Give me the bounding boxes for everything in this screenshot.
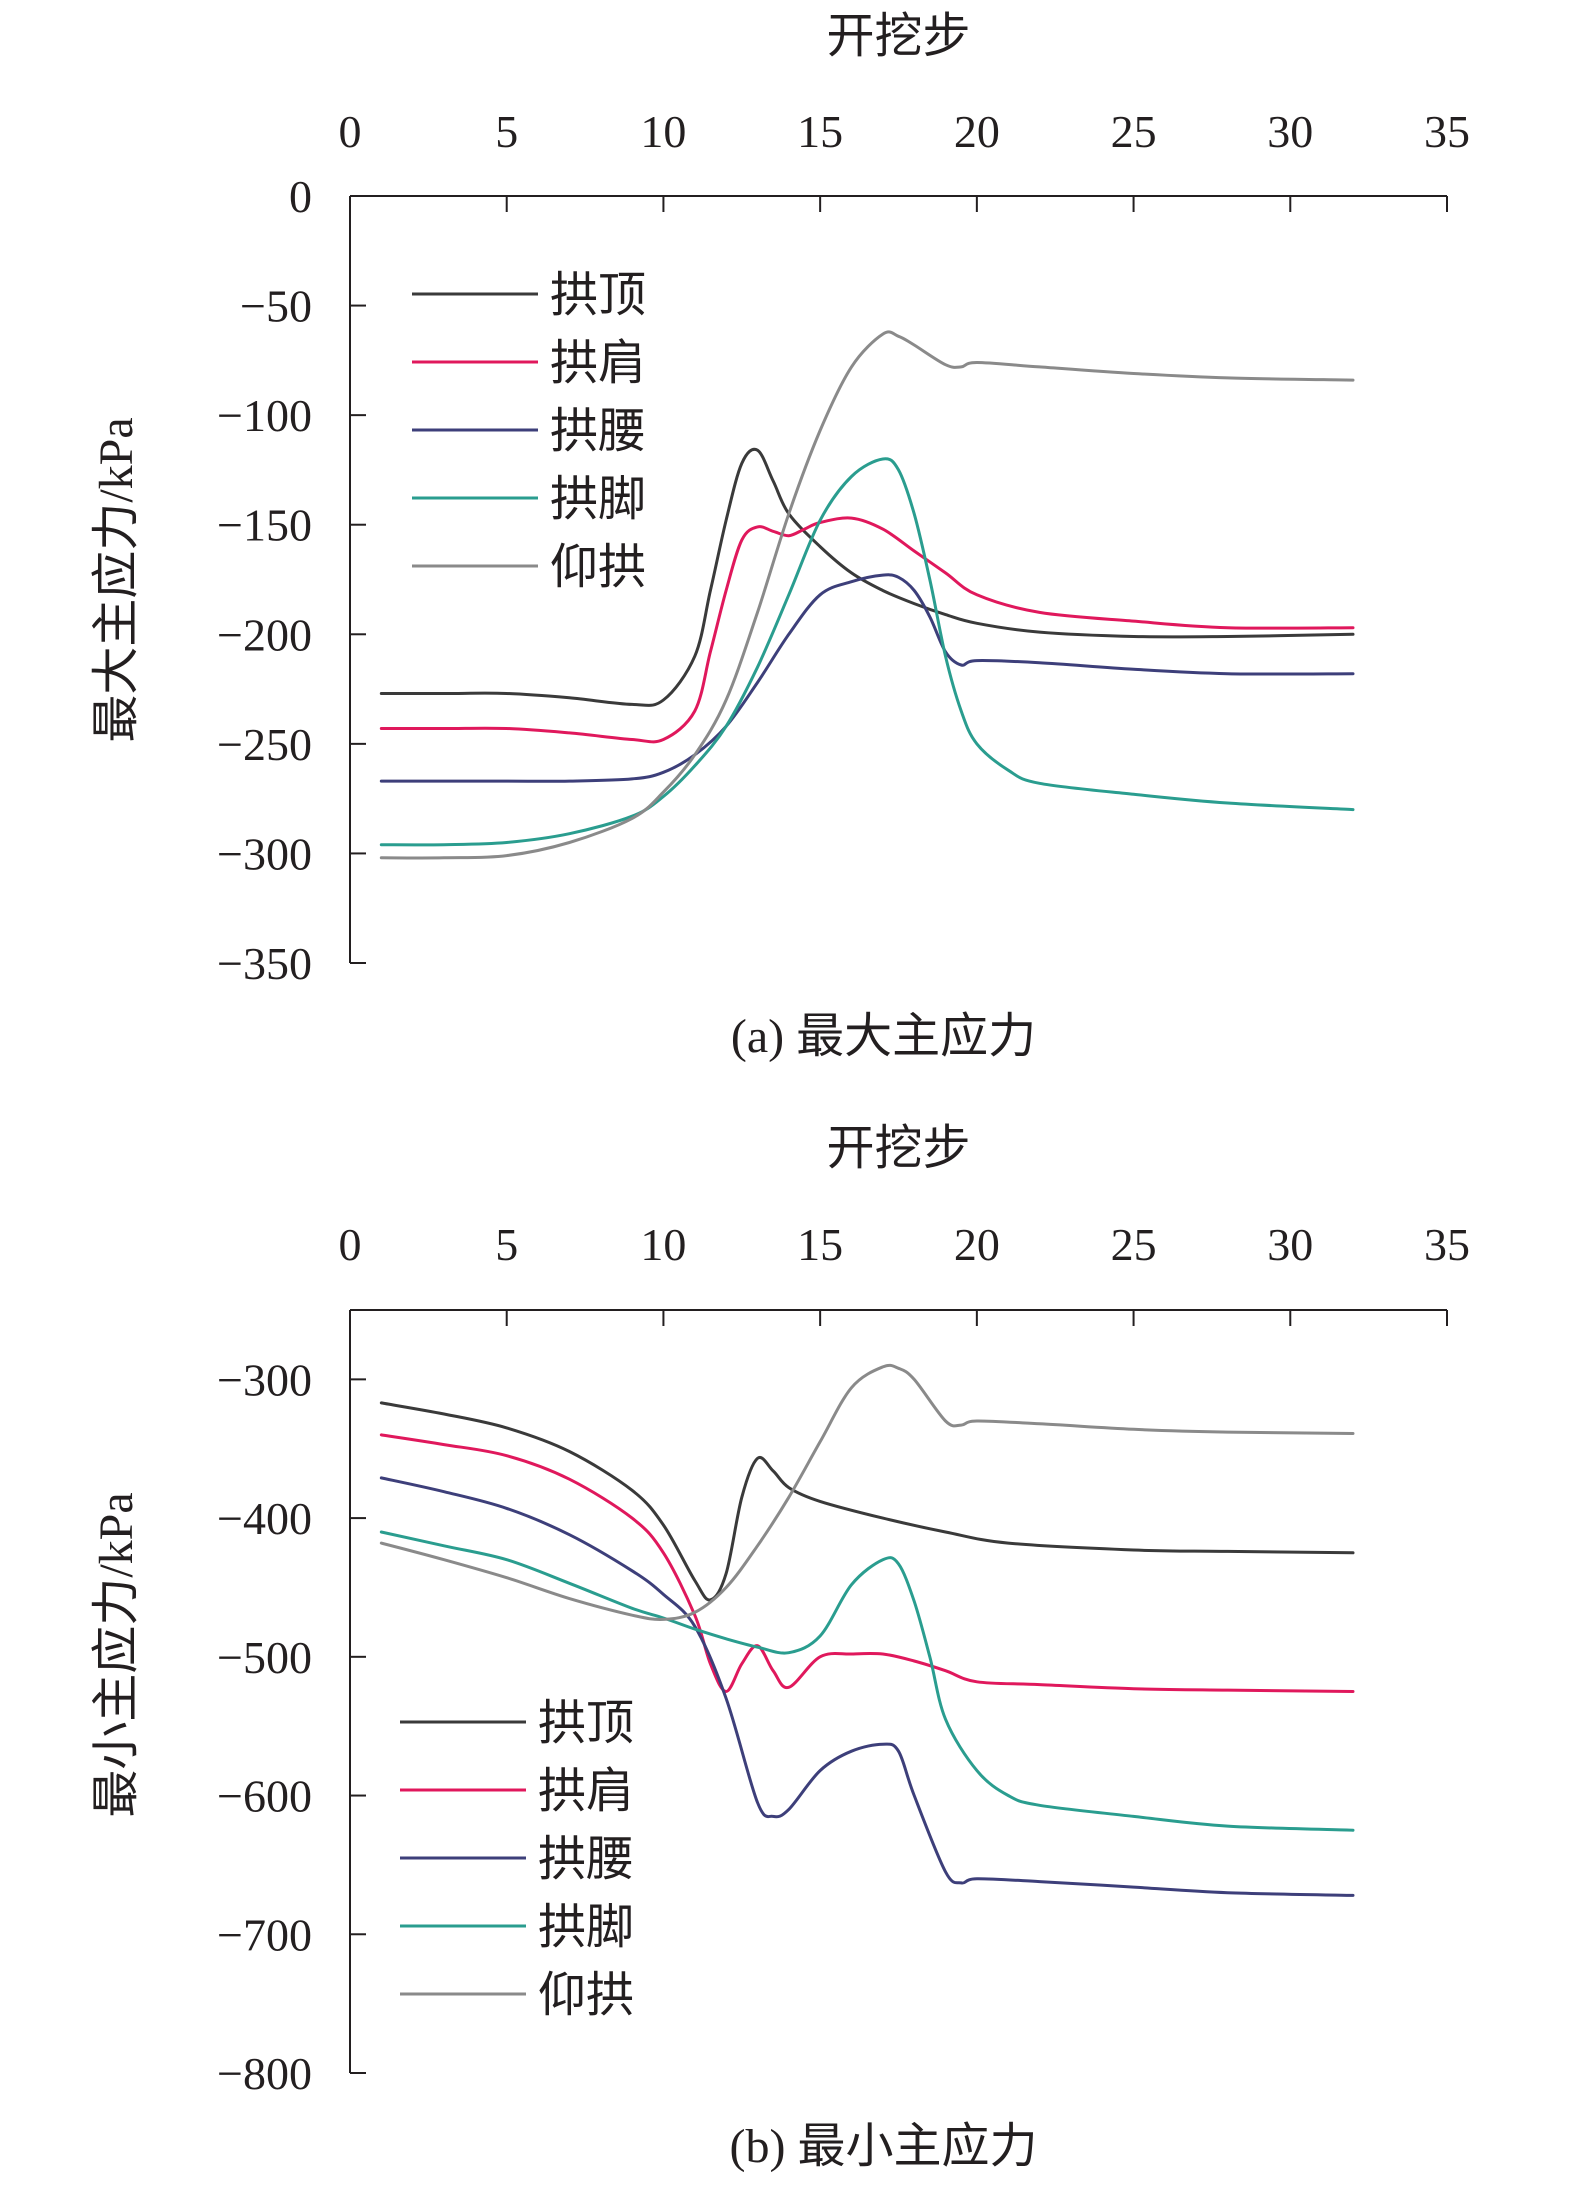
- series-line-拱肩: [379, 1433, 1355, 1693]
- x-tick-label: 30: [1267, 106, 1313, 157]
- x-tick-label: 0: [339, 1219, 362, 1270]
- x-tick-label: 25: [1111, 106, 1157, 157]
- y-tick-label: −100: [217, 390, 312, 441]
- legend-label: 拱脚: [538, 1901, 634, 1954]
- min-principal-stress-chart: 0 5 10 15 20 25 30 35 −300 −400 −500 −600 −700 −800 开挖…: [0, 1090, 1575, 2195]
- legend-label: 拱脚: [550, 473, 646, 526]
- chart-b-svg: 0 5 10 15 20 25 30 35 −300 −400 −500 −600 −700 −800 开挖…: [90, 1122, 1470, 2173]
- y-tick-label: −600: [217, 1771, 312, 1822]
- series-line-拱腰: [379, 573, 1355, 783]
- x-tick-label: 25: [1111, 1219, 1157, 1270]
- legend-label: 拱肩: [538, 1765, 634, 1818]
- series-line-拱顶: [379, 447, 1355, 707]
- y-tick-label: −700: [217, 1909, 312, 1960]
- y-tick-label: −800: [217, 2048, 312, 2099]
- x-tick-label: 10: [640, 1219, 686, 1270]
- x-tick-label: 10: [640, 106, 686, 157]
- max-principal-stress-chart: 0 5 10 15 20 25 30 35 0 −50 −100 −150 −200 −250 −300 −3…: [0, 0, 1575, 1090]
- y-axis-title: 最大主应力/kPa: [90, 417, 143, 742]
- axes-b: [349, 1309, 1448, 2074]
- y-tick-label: −50: [240, 281, 312, 332]
- series-line-仰拱: [379, 330, 1355, 860]
- chart-caption: (b) 最小主应力: [730, 2120, 1038, 2173]
- y-tick-label: −500: [217, 1632, 312, 1683]
- series-line-拱顶: [379, 1401, 1355, 1602]
- series-line-拱脚: [379, 1530, 1355, 1832]
- series-line-拱腰: [379, 1476, 1355, 1897]
- x-tick-label: 35: [1424, 106, 1470, 157]
- x-tick-label: 20: [954, 106, 1000, 157]
- x-tick-label: 30: [1267, 1219, 1313, 1270]
- x-axis-title: 开挖步: [826, 1122, 970, 1175]
- legend-label: 拱顶: [550, 269, 646, 322]
- series-line-拱脚: [379, 457, 1355, 847]
- x-tick-label: 15: [797, 1219, 843, 1270]
- y-tick-label: −300: [217, 828, 312, 879]
- x-tick-label: 35: [1424, 1219, 1470, 1270]
- x-tick-label: 20: [954, 1219, 1000, 1270]
- y-tick-label: −200: [217, 609, 312, 660]
- series-group-b: [379, 1363, 1355, 1897]
- x-tick-label: 0: [339, 106, 362, 157]
- series-group-a: [379, 330, 1355, 860]
- x-tick-label: 5: [495, 1219, 518, 1270]
- legend-label: 拱顶: [538, 1697, 634, 1750]
- x-tick-label: 15: [797, 106, 843, 157]
- series-line-仰拱: [379, 1363, 1355, 1621]
- legend-label: 拱腰: [538, 1833, 634, 1886]
- legend-label: 仰拱: [538, 1969, 634, 2022]
- x-tick-label: 5: [495, 106, 518, 157]
- axes-a: [349, 195, 1448, 964]
- y-tick-label: 0: [289, 171, 312, 222]
- y-axis-title: 最小主应力/kPa: [90, 1492, 143, 1817]
- y-tick-label: −150: [217, 500, 312, 551]
- legend-label: 仰拱: [550, 541, 646, 594]
- chart-a-svg: 0 5 10 15 20 25 30 35 0 −50 −100 −150 −200 −250 −300 −3…: [90, 10, 1470, 1063]
- series-line-拱肩: [379, 516, 1355, 744]
- legend-label: 拱肩: [550, 337, 646, 390]
- y-tick-label: −400: [217, 1493, 312, 1544]
- y-tick-label: −300: [217, 1354, 312, 1405]
- chart-caption: (a) 最大主应力: [731, 1010, 1036, 1063]
- y-tick-label: −250: [217, 719, 312, 770]
- y-tick-label: −350: [217, 938, 312, 989]
- x-axis-title: 开挖步: [826, 10, 970, 63]
- legend-label: 拱腰: [550, 405, 646, 458]
